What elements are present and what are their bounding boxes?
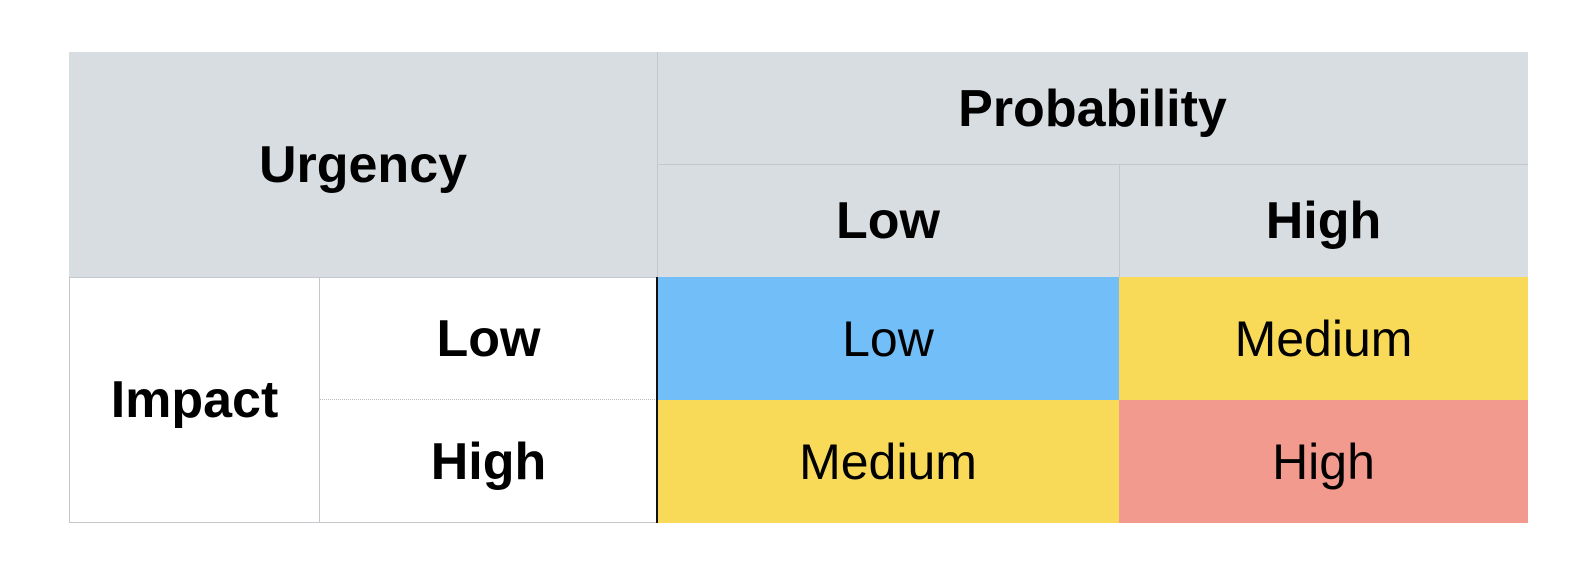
row-header-high: High <box>320 400 657 523</box>
cell-high-impact-high-probability: High <box>1119 400 1528 523</box>
row-group-header-impact: Impact <box>69 277 320 523</box>
body-divider-vertical-bold <box>656 277 658 523</box>
column-header-low: Low <box>657 165 1119 277</box>
column-group-header-probability: Probability <box>657 52 1528 165</box>
row-header-low: Low <box>320 277 657 400</box>
header-divider-vertical-mid <box>1119 165 1120 277</box>
corner-header-urgency: Urgency <box>69 52 657 277</box>
cell-low-impact-high-probability: Medium <box>1119 277 1528 400</box>
table-bottom-border <box>69 522 657 523</box>
header-bottom-border <box>69 277 657 278</box>
header-divider-vertical-left <box>657 52 658 277</box>
column-header-high: High <box>1119 165 1528 277</box>
urgency-matrix: Urgency Probability Low High Impact Low … <box>69 52 1528 523</box>
header-divider-horizontal <box>657 164 1528 165</box>
cell-low-impact-low-probability: Low <box>657 277 1119 400</box>
row-group-divider <box>319 277 320 523</box>
cell-high-impact-low-probability: Medium <box>657 400 1119 523</box>
table-left-border <box>69 277 70 523</box>
row-divider-dotted <box>320 399 657 400</box>
